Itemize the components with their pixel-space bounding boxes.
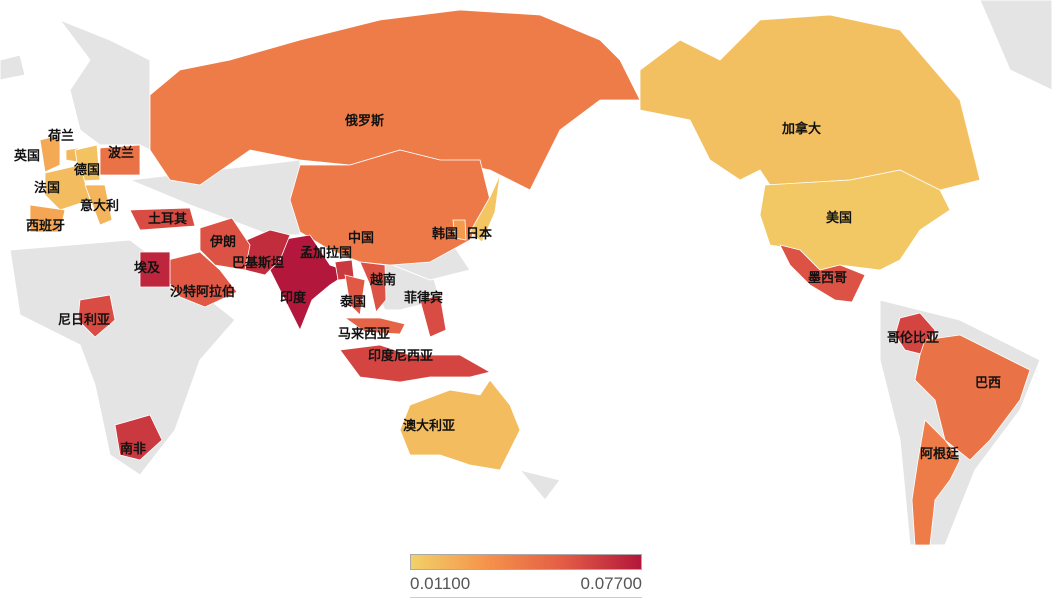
country-label: 菲律宾 (404, 290, 443, 306)
legend-max-label: 0.07700 (580, 574, 642, 593)
country-region[interactable] (84, 184, 113, 226)
country-region[interactable] (343, 317, 406, 335)
color-legend: 0.01100 0.07700 (410, 554, 642, 598)
country-label: 德国 (74, 162, 100, 178)
country-label: 日本 (466, 226, 492, 242)
country-region[interactable] (289, 149, 491, 266)
country-region[interactable] (114, 414, 163, 461)
country-label: 印度 (280, 290, 307, 306)
country-label: 哥伦比亚 (887, 330, 939, 346)
country-region[interactable] (344, 274, 366, 316)
country-region[interactable] (914, 334, 1031, 461)
country-label: 阿根廷 (920, 446, 960, 462)
country-label: 印度尼西亚 (368, 348, 433, 364)
no-data-region (518, 469, 561, 501)
country-label: 越南 (369, 272, 396, 288)
country-label: 土耳其 (148, 211, 187, 227)
country-label: 伊朗 (209, 234, 236, 250)
no-data-region (0, 54, 26, 81)
country-label: 中国 (348, 230, 374, 246)
country-label: 俄罗斯 (344, 113, 384, 129)
country-label: 西班牙 (26, 218, 65, 234)
country-region[interactable] (129, 207, 196, 231)
country-label: 埃及 (134, 260, 161, 276)
country-region[interactable] (639, 14, 981, 191)
country-region[interactable] (759, 169, 951, 271)
country-label: 韩国 (432, 226, 458, 242)
country-region[interactable] (77, 294, 116, 338)
country-label: 澳大利亚 (403, 418, 455, 434)
country-region[interactable] (469, 174, 501, 243)
country-region[interactable] (339, 344, 492, 383)
country-region[interactable] (29, 204, 66, 233)
country-region[interactable] (39, 134, 61, 173)
country-region[interactable] (419, 294, 447, 338)
country-region[interactable] (269, 234, 351, 331)
country-label: 墨西哥 (808, 270, 847, 286)
country-region[interactable] (44, 164, 91, 211)
country-label: 英国 (13, 148, 40, 164)
legend-min-label: 0.01100 (410, 574, 471, 593)
country-label: 加拿大 (781, 121, 821, 137)
country-label: 孟加拉国 (300, 245, 352, 261)
country-label: 美国 (826, 210, 852, 226)
legend-divider (410, 597, 642, 598)
legend-gradient-bar (410, 554, 642, 570)
country-label: 荷兰 (47, 128, 74, 144)
country-label: 波兰 (108, 145, 134, 161)
country-label: 尼日利亚 (58, 312, 110, 328)
country-region[interactable] (99, 144, 141, 176)
country-label: 泰国 (339, 294, 366, 310)
country-layer (29, 9, 1031, 546)
legend-labels: 0.01100 0.07700 (410, 574, 642, 594)
country-label: 法国 (34, 180, 60, 196)
country-label: 意大利 (80, 198, 119, 214)
country-region[interactable] (149, 9, 641, 191)
country-label: 巴西 (975, 376, 1001, 391)
no-data-region (58, 18, 151, 151)
country-label: 巴基斯坦 (232, 255, 284, 271)
country-region[interactable] (779, 244, 866, 303)
country-label: 马来西亚 (338, 326, 390, 342)
country-region[interactable] (399, 379, 521, 471)
country-region[interactable] (911, 419, 961, 546)
country-region[interactable] (139, 251, 171, 288)
no-data-region (979, 0, 1052, 91)
country-label: 沙特阿拉伯 (170, 284, 235, 300)
country-region[interactable] (359, 261, 387, 313)
country-label: 南非 (120, 441, 146, 457)
country-region[interactable] (452, 219, 467, 241)
country-region[interactable] (199, 217, 251, 271)
